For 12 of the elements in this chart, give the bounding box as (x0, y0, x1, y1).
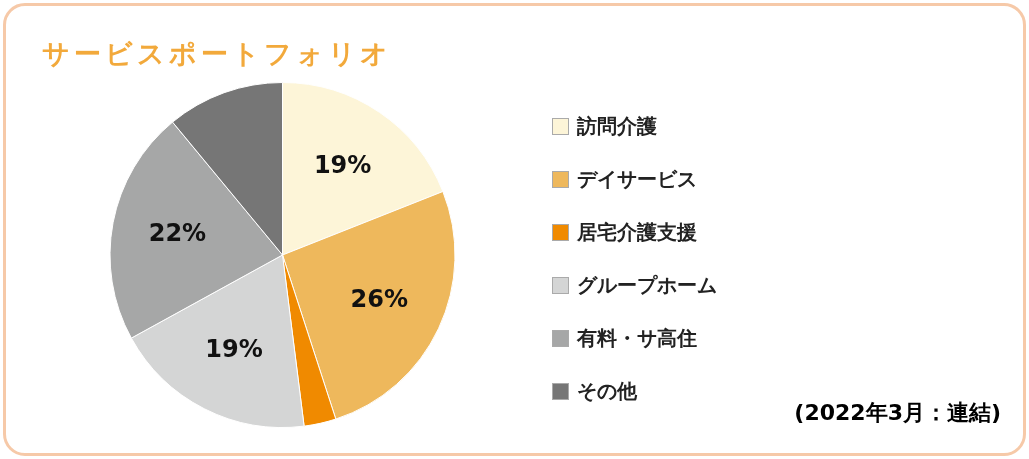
data-label: 19% (313, 150, 372, 179)
legend-label: 居宅介護支援 (577, 219, 697, 246)
legend-label: デイサービス (577, 166, 697, 193)
data-label: 22% (148, 219, 207, 248)
chart-title: サービスポートフォリオ (42, 37, 392, 71)
text: (2022年3月：連結) (794, 399, 1001, 427)
data-label: 19% (205, 334, 263, 363)
legend-label: グループホーム (577, 272, 717, 299)
legend-label: 有料・サ高住 (577, 325, 697, 352)
data-label: 26% (350, 284, 408, 313)
legend-label: 訪問介護 (577, 113, 657, 140)
legend-label: その他 (577, 378, 637, 405)
